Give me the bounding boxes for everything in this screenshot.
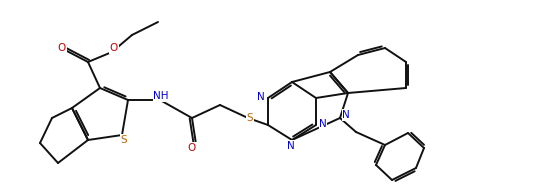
Text: S: S [121, 135, 127, 145]
Text: NH: NH [153, 91, 169, 101]
Text: S: S [247, 113, 253, 123]
Text: N: N [342, 110, 350, 120]
Text: N: N [319, 119, 327, 129]
Text: N: N [257, 92, 265, 102]
Text: O: O [110, 43, 118, 53]
Text: N: N [287, 141, 295, 151]
Text: O: O [188, 143, 196, 153]
Text: O: O [58, 43, 66, 53]
